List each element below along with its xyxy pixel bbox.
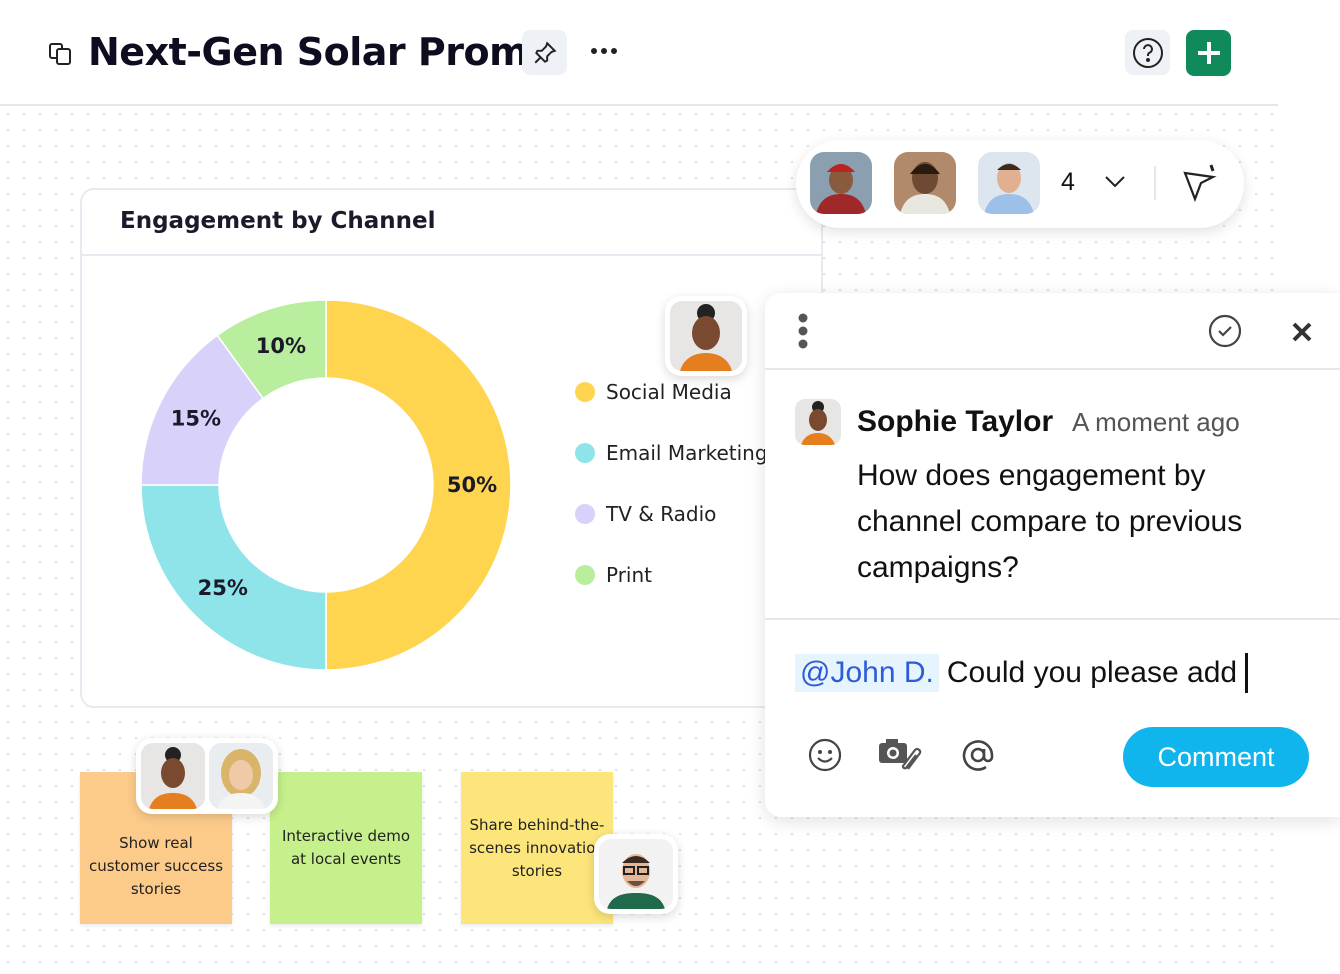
- chart-card[interactable]: Engagement by Channel 50% 25% 15% 10% Socia…: [80, 188, 823, 708]
- divider: [765, 618, 1340, 620]
- note-avatars-bubble[interactable]: [136, 738, 278, 814]
- author-avatar: [795, 399, 841, 445]
- collaborator-avatar-bubble[interactable]: [665, 296, 747, 376]
- page-title: Next-Gen Solar Promo: [88, 30, 554, 74]
- slice-label: 10%: [256, 334, 306, 358]
- legend-label: Email Marketing: [606, 441, 768, 465]
- reply-input[interactable]: @John D. Could you please add: [795, 653, 1249, 693]
- chart-title: Engagement by Channel: [120, 208, 436, 234]
- sticky-note[interactable]: Interactive demo at local events: [270, 772, 422, 924]
- slice-label: 15%: [171, 407, 221, 431]
- comment-author: Sophie Taylor: [857, 405, 1054, 438]
- attach-media-icon[interactable]: [877, 737, 927, 773]
- sticky-note[interactable]: Show real customer success stories: [80, 772, 232, 924]
- legend-label: Social Media: [606, 380, 732, 404]
- note-text: Share behind-the-scenes innovation stori…: [469, 815, 605, 880]
- kebab-menu-icon[interactable]: [791, 311, 815, 351]
- participant-count: 4: [1061, 168, 1075, 196]
- pin-button[interactable]: [522, 30, 567, 75]
- avatar-user-glasses: [599, 839, 673, 909]
- button-label: Comment: [1157, 741, 1275, 772]
- legend-item-print: Print: [575, 563, 652, 587]
- comment-text: How does engagement by channel compare t…: [857, 459, 1243, 584]
- add-button[interactable]: [1186, 30, 1231, 76]
- avatar-user-blonde: [209, 743, 273, 809]
- comment-panel: Sophie Taylor A moment ago How does enga…: [765, 293, 1340, 817]
- avatar-user-3[interactable]: [978, 152, 1040, 214]
- note-avatar-bubble[interactable]: [594, 834, 678, 914]
- board-copy-icon: [46, 40, 74, 68]
- close-icon[interactable]: [1287, 317, 1317, 347]
- slice-label: 25%: [198, 576, 248, 600]
- follow-cursor-icon[interactable]: [1180, 160, 1222, 206]
- emoji-icon[interactable]: [807, 737, 843, 773]
- mention-icon[interactable]: [959, 737, 997, 773]
- divider: [1154, 166, 1156, 200]
- legend-swatch: [575, 382, 595, 402]
- legend-swatch: [575, 565, 595, 585]
- legend-item-social-media: Social Media: [575, 380, 732, 404]
- reply-text: Could you please add: [946, 656, 1238, 689]
- avatar-user-1[interactable]: [810, 152, 872, 214]
- avatar-sophie: [670, 301, 742, 371]
- avatar-user-2[interactable]: [894, 152, 956, 214]
- text-cursor: [1245, 653, 1249, 693]
- donut-slice-social-media[interactable]: [325, 299, 512, 671]
- donut-chart: 50% 25% 15% 10%: [140, 299, 512, 671]
- legend-swatch: [575, 504, 595, 524]
- comment-submit-button[interactable]: Comment: [1123, 727, 1309, 787]
- legend-item-tv-radio: TV & Radio: [575, 502, 716, 526]
- mention-tag[interactable]: @John D.: [795, 654, 939, 692]
- chevron-down-icon[interactable]: [1102, 172, 1128, 192]
- presence-bar: 4: [796, 140, 1244, 228]
- top-bar: Next-Gen Solar Promo: [0, 0, 1278, 106]
- sticky-note[interactable]: Share behind-the-scenes innovation stori…: [461, 772, 613, 924]
- donut-slice-print[interactable]: [216, 299, 327, 400]
- help-button[interactable]: [1125, 30, 1170, 75]
- legend-label: TV & Radio: [606, 502, 717, 526]
- resolve-check-icon[interactable]: [1207, 313, 1243, 349]
- avatar-sophie: [141, 743, 205, 809]
- note-text: Show real customer success stories: [88, 833, 224, 898]
- donut-slice-email-marketing[interactable]: [140, 484, 327, 671]
- legend-item-email-marketing: Email Marketing: [575, 441, 768, 465]
- legend-swatch: [575, 443, 595, 463]
- legend-label: Print: [606, 563, 653, 587]
- more-options-icon[interactable]: [586, 36, 622, 66]
- slice-label: 50%: [447, 473, 497, 497]
- divider: [82, 254, 821, 256]
- divider: [765, 368, 1340, 370]
- note-text: Interactive demo at local events: [281, 827, 411, 868]
- comment-timestamp: A moment ago: [1072, 407, 1240, 437]
